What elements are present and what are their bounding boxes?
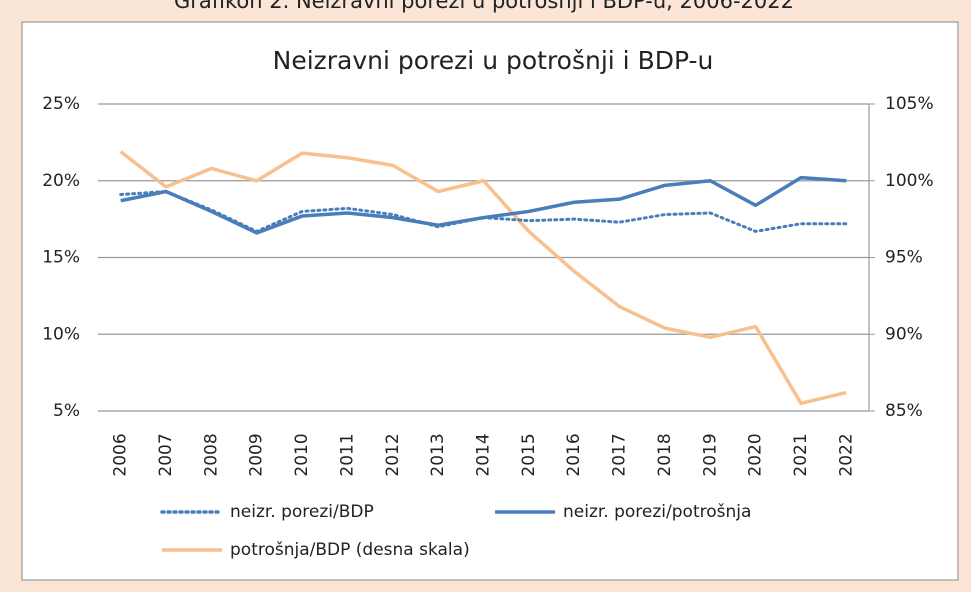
y-tick-label: 10% bbox=[42, 324, 80, 344]
x-tick-label: 2015 bbox=[519, 433, 539, 476]
legend-label: potrošnja/BDP (desna skala) bbox=[230, 540, 470, 560]
x-tick-label: 2018 bbox=[655, 433, 675, 476]
x-tick-label: 2006 bbox=[111, 433, 131, 476]
x-tick-label: 2020 bbox=[746, 433, 766, 476]
series-line bbox=[120, 175, 847, 235]
series-line bbox=[119, 150, 847, 406]
y2-tick-label: 90% bbox=[885, 324, 923, 344]
y2-tick-label: 85% bbox=[885, 401, 923, 421]
y2-tick-label: 105% bbox=[885, 94, 934, 114]
x-tick-label: 2009 bbox=[247, 433, 267, 476]
legend-label: neizr. porezi/BDP bbox=[230, 502, 374, 522]
y-tick-label: 15% bbox=[42, 248, 80, 268]
x-tick-label: 2012 bbox=[383, 433, 403, 476]
x-tick-label: 2010 bbox=[292, 433, 312, 476]
y-tick-label: 25% bbox=[42, 94, 80, 114]
y2-tick-label: 95% bbox=[885, 248, 923, 268]
x-tick-label: 2008 bbox=[201, 433, 221, 476]
chart-title: Neizravni porezi u potrošnji i BDP-u bbox=[273, 46, 714, 75]
caption: Grafikon 2. Neizravni porezi u potrošnji… bbox=[174, 0, 794, 13]
x-tick-label: 2022 bbox=[836, 433, 856, 476]
chart-frame bbox=[21, 21, 959, 581]
x-tick-label: 2016 bbox=[564, 433, 584, 476]
y2-tick-label: 100% bbox=[885, 171, 934, 191]
legend-label: neizr. porezi/potrošnja bbox=[563, 502, 751, 522]
x-tick-label: 2013 bbox=[428, 433, 448, 476]
x-tick-label: 2021 bbox=[791, 433, 811, 476]
x-tick-label: 2014 bbox=[474, 433, 494, 476]
y-tick-label: 20% bbox=[42, 171, 80, 191]
x-tick-label: 2007 bbox=[156, 433, 176, 476]
y-tick-label: 5% bbox=[53, 401, 80, 421]
x-tick-label: 2017 bbox=[610, 433, 630, 476]
x-tick-label: 2011 bbox=[337, 433, 357, 476]
x-tick-label: 2019 bbox=[700, 433, 720, 476]
